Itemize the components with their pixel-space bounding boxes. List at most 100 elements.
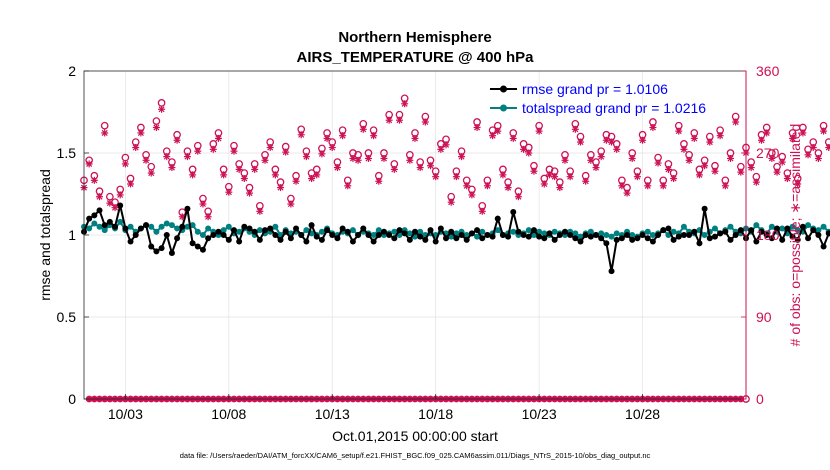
obs-assimilated-stroke	[758, 137, 765, 144]
obs-assimilated-stroke	[370, 132, 377, 139]
obs-assimilated-stroke	[691, 135, 698, 142]
obs-assimilated-point	[458, 153, 466, 161]
obs-assimilated-stroke	[230, 148, 238, 155]
obs-assimilated-point	[618, 182, 626, 190]
obs-assimilated-stroke	[318, 150, 325, 157]
spread-point	[375, 227, 382, 234]
obs-assimilated-stroke	[334, 164, 341, 171]
obs-assimilated-point	[240, 175, 248, 183]
rmse-point	[432, 238, 439, 245]
rmse-point	[541, 235, 548, 242]
obs-assimilated-stroke	[112, 204, 119, 211]
obs-assimilated-stroke	[391, 166, 398, 173]
obs-assimilated-stroke	[525, 149, 532, 157]
spread-point	[727, 223, 734, 230]
y2-axis-label: # of obs: o=possible; ∗=assimilated	[787, 124, 803, 347]
y2-tick-label: 270	[756, 145, 780, 161]
spread-point	[649, 232, 656, 238]
spread-point	[272, 223, 279, 230]
spread-point	[711, 225, 718, 232]
obs-assimilated-point	[737, 168, 745, 176]
obs-assimilated-stroke	[168, 164, 175, 171]
spread-point	[303, 227, 310, 234]
spread-point	[794, 227, 801, 234]
obs-assimilated-point	[659, 182, 667, 190]
spread-point	[417, 228, 424, 235]
obs-assimilated-stroke	[706, 139, 713, 146]
obs-assimilated-point	[287, 200, 295, 208]
rmse-point	[567, 232, 574, 238]
x-axis-label: Oct.01,2015 00:00:00 start	[332, 428, 498, 444]
x-tick-label: 10/28	[625, 406, 660, 422]
obs-assimilated-point	[339, 132, 347, 140]
rmse-point	[132, 232, 139, 238]
obs-assimilated-point	[623, 189, 631, 197]
obs-assimilated-point	[701, 162, 709, 170]
y2-tick-label: 180	[756, 227, 780, 243]
obs-assimilated-stroke	[675, 128, 682, 135]
obs-assimilated-stroke	[763, 129, 770, 136]
spread-point	[91, 220, 98, 227]
obs-assimilated-stroke	[515, 193, 522, 200]
obs-assimilated-stroke	[680, 146, 687, 153]
obs-assimilated-point	[794, 180, 802, 188]
rmse-point	[608, 268, 615, 275]
rmse-point	[479, 235, 486, 242]
obs-assimilated-point	[685, 156, 693, 164]
obs-assimilated-point	[370, 132, 378, 140]
rmse-point	[629, 236, 636, 243]
obs-assimilated-stroke	[137, 129, 144, 136]
rmse-point	[530, 227, 537, 234]
obs-assimilated-stroke	[308, 175, 315, 182]
spread-point	[96, 223, 103, 230]
rmse-point	[463, 236, 470, 243]
obs-assimilated-point	[395, 116, 403, 124]
obs-assimilated-stroke	[820, 128, 827, 135]
obs-assimilated-stroke	[401, 100, 408, 107]
spread-point	[541, 230, 548, 237]
obs-assimilated-stroke	[448, 199, 455, 206]
obs-assimilated-stroke	[324, 135, 331, 142]
obs-assimilated-point	[825, 144, 830, 152]
rmse-point	[758, 228, 765, 235]
rmse-point	[163, 232, 170, 238]
rmse-point	[686, 232, 693, 238]
spread-point	[236, 228, 243, 235]
obs-assimilated-point	[266, 144, 274, 152]
obs-assimilated-stroke	[670, 175, 677, 182]
rmse-point	[680, 232, 687, 238]
obs-assimilated-point	[602, 136, 610, 144]
rmse-point	[587, 233, 594, 240]
x-tick-label: 10/03	[108, 406, 143, 422]
y-tick-label: 1.5	[57, 145, 77, 161]
rmse-point	[805, 235, 812, 242]
obs-assimilated-stroke	[474, 124, 481, 131]
obs-assimilated-point	[282, 148, 290, 156]
rmse-point	[453, 235, 460, 242]
obs-assimilated-stroke	[272, 171, 279, 178]
obs-assimilated-point	[147, 169, 155, 177]
obs-assimilated-stroke	[784, 175, 791, 182]
rmse-point	[189, 240, 196, 247]
obs-assimilated-point	[561, 156, 569, 164]
spread-point	[194, 228, 201, 235]
spread-point	[789, 223, 796, 230]
obs-assimilated-stroke	[199, 200, 206, 208]
obs-assimilated-stroke	[629, 155, 636, 162]
obs-assimilated-point	[121, 160, 129, 168]
obs-assimilated-stroke	[427, 162, 434, 169]
obs-assimilated-stroke	[598, 153, 605, 160]
rmse-point	[427, 227, 434, 234]
obs-assimilated-stroke	[215, 135, 222, 142]
obs-assimilated-point	[571, 125, 579, 133]
spread-point	[86, 225, 93, 232]
obs-assimilated-stroke	[380, 155, 387, 162]
rmse-point	[748, 227, 755, 234]
obs-assimilated-stroke	[587, 157, 594, 164]
obs-assimilated-point	[421, 118, 429, 126]
obs-assimilated-stroke	[417, 164, 424, 171]
rmse-point	[117, 202, 124, 209]
spread-point	[598, 230, 605, 237]
legend-label-spread: totalspread grand pr = 1.0216	[522, 100, 706, 116]
